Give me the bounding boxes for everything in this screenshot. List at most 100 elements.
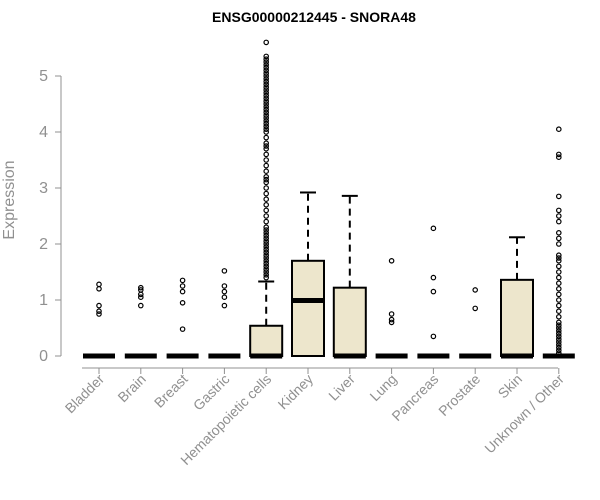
outlier-point bbox=[555, 313, 562, 320]
outlier-point bbox=[555, 230, 562, 236]
outlier-point bbox=[263, 252, 270, 259]
outlier-point bbox=[263, 168, 270, 175]
outlier-point bbox=[263, 53, 270, 60]
outlier-point bbox=[263, 78, 270, 85]
outlier-point bbox=[263, 266, 270, 273]
outlier-point bbox=[263, 70, 270, 77]
outlier-point bbox=[96, 308, 102, 315]
box-group bbox=[417, 225, 450, 359]
x-tick-label: Kidney bbox=[275, 371, 317, 413]
outlier-point bbox=[555, 257, 562, 264]
outlier-point bbox=[555, 319, 562, 326]
outlier-point bbox=[221, 288, 228, 295]
outlier-point bbox=[263, 87, 270, 93]
outlier-point bbox=[555, 302, 562, 309]
outlier-point bbox=[263, 56, 270, 63]
iqr-box bbox=[332, 286, 367, 357]
outlier-point bbox=[263, 227, 270, 233]
outlier-point bbox=[263, 123, 270, 130]
outlier-point bbox=[555, 336, 562, 343]
outlier-point bbox=[555, 291, 562, 298]
outlier-point bbox=[430, 274, 437, 281]
outlier-point bbox=[388, 311, 395, 317]
outlier-point bbox=[263, 146, 270, 152]
outlier-point bbox=[472, 305, 479, 312]
outlier-point bbox=[138, 284, 144, 291]
outlier-point bbox=[263, 115, 270, 121]
outlier-point bbox=[263, 84, 270, 91]
outlier-point bbox=[555, 344, 562, 351]
y-tick-label: 0 bbox=[39, 348, 48, 365]
outlier-point bbox=[263, 174, 270, 180]
outlier-point bbox=[263, 129, 270, 135]
outlier-point bbox=[263, 118, 270, 124]
outlier-point bbox=[430, 333, 437, 340]
outlier-point bbox=[263, 263, 270, 270]
outlier-point bbox=[263, 269, 270, 275]
outlier-point bbox=[263, 202, 270, 208]
outlier-point bbox=[555, 213, 562, 219]
box-group bbox=[332, 194, 367, 359]
outlier-point bbox=[263, 134, 270, 141]
y-tick-label: 5 bbox=[39, 68, 48, 85]
box-group bbox=[500, 236, 534, 359]
x-tick-label: Liver bbox=[325, 371, 358, 404]
outlier-point bbox=[263, 64, 270, 71]
y-tick-label: 3 bbox=[39, 180, 48, 197]
outlier-point bbox=[555, 327, 562, 334]
x-tick-label: Lung bbox=[366, 371, 399, 404]
outlier-point bbox=[263, 235, 270, 242]
outlier-point bbox=[221, 294, 228, 301]
outlier-point bbox=[263, 92, 270, 99]
outlier-point bbox=[555, 263, 562, 270]
outlier-point bbox=[138, 294, 144, 301]
outlier-point bbox=[555, 339, 562, 345]
box-group bbox=[459, 287, 492, 359]
outlier-point bbox=[555, 333, 562, 340]
outlier-point bbox=[96, 302, 102, 309]
outlier-point bbox=[263, 218, 270, 225]
outlier-point bbox=[263, 59, 270, 65]
outlier-point bbox=[96, 285, 102, 292]
outlier-point bbox=[96, 281, 102, 288]
y-axis-label: Expression bbox=[1, 160, 18, 239]
outlier-point bbox=[263, 95, 270, 102]
outlier-point bbox=[263, 255, 270, 261]
outlier-point bbox=[555, 285, 562, 292]
box-group bbox=[291, 191, 325, 357]
boxes bbox=[83, 39, 575, 359]
x-tick-label: Unknown / Other bbox=[481, 371, 567, 457]
outlier-point bbox=[263, 213, 270, 219]
box-group bbox=[124, 284, 157, 359]
outlier-point bbox=[555, 274, 562, 281]
x-tick-label: Bladder bbox=[62, 371, 108, 417]
outlier-point bbox=[179, 277, 186, 284]
outlier-point bbox=[555, 322, 562, 329]
outlier-point bbox=[263, 230, 270, 236]
outlier-point bbox=[263, 185, 270, 191]
outlier-point bbox=[555, 325, 562, 331]
outlier-point bbox=[263, 238, 270, 245]
outlier-point bbox=[263, 274, 270, 281]
outlier-point bbox=[179, 326, 186, 332]
outlier-point bbox=[430, 288, 437, 295]
outlier-point bbox=[263, 62, 270, 68]
outlier-point bbox=[555, 235, 562, 242]
outlier-point bbox=[555, 308, 562, 315]
outlier-point bbox=[96, 311, 102, 317]
outlier-point bbox=[263, 271, 270, 278]
outlier-point bbox=[263, 246, 270, 253]
outlier-point bbox=[138, 287, 144, 293]
outlier-point bbox=[221, 268, 228, 274]
outlier-point bbox=[263, 76, 270, 82]
outlier-point bbox=[555, 207, 562, 214]
outlier-point bbox=[263, 126, 270, 133]
outlier-point bbox=[555, 280, 562, 287]
outlier-point bbox=[555, 126, 562, 133]
outlier-point bbox=[263, 112, 270, 119]
outlier-point bbox=[263, 257, 270, 264]
outlier-point bbox=[263, 67, 270, 74]
outlier-point bbox=[555, 252, 562, 259]
